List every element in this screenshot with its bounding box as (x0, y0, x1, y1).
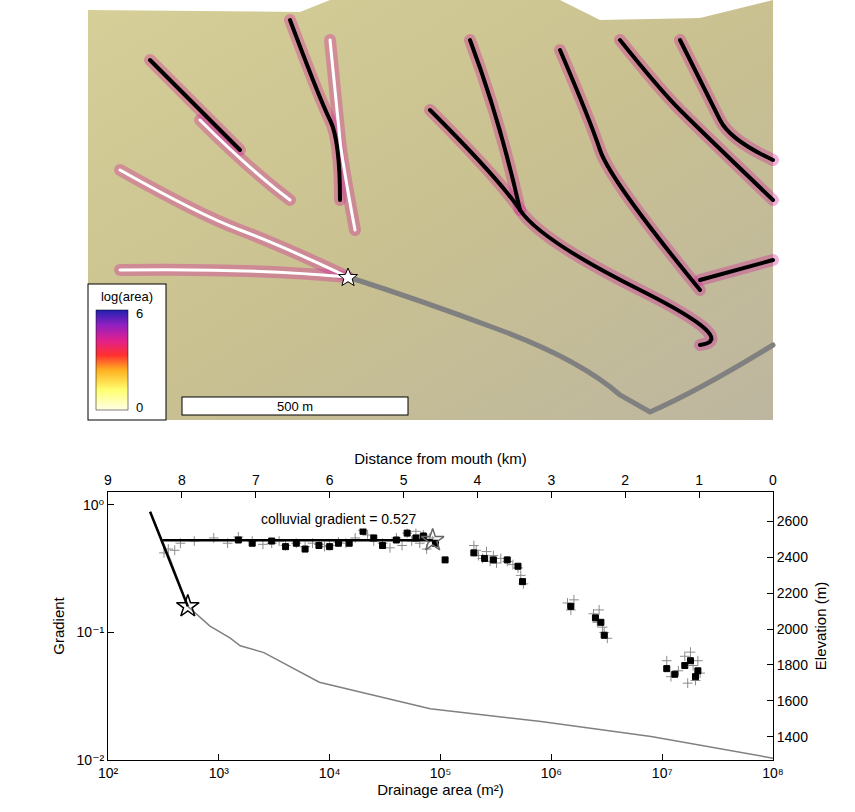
svg-text:10⁶: 10⁶ (541, 765, 562, 781)
svg-text:0: 0 (136, 400, 143, 415)
svg-text:1600: 1600 (777, 693, 808, 709)
svg-text:10⁷: 10⁷ (652, 765, 673, 781)
svg-text:0: 0 (769, 472, 777, 488)
svg-text:6: 6 (136, 306, 143, 321)
svg-text:500 m: 500 m (277, 399, 313, 414)
svg-text:Elevation (m): Elevation (m) (812, 582, 829, 670)
svg-text:5: 5 (400, 472, 408, 488)
svg-text:7: 7 (252, 472, 260, 488)
svg-text:1: 1 (695, 472, 703, 488)
svg-text:colluvial gradient = 0.527: colluvial gradient = 0.527 (261, 511, 416, 527)
svg-text:6: 6 (326, 472, 334, 488)
svg-text:10²: 10² (98, 765, 119, 781)
svg-text:Drainage area (m²): Drainage area (m²) (377, 781, 504, 798)
svg-text:10⁸: 10⁸ (762, 765, 784, 781)
svg-text:10³: 10³ (209, 765, 230, 781)
svg-text:2000: 2000 (777, 621, 808, 637)
svg-text:2: 2 (621, 472, 629, 488)
svg-text:10⁻²: 10⁻² (77, 752, 105, 768)
svg-text:9: 9 (104, 472, 112, 488)
svg-text:log(area): log(area) (101, 289, 153, 304)
svg-text:10⁻¹: 10⁻¹ (77, 624, 105, 640)
svg-text:2400: 2400 (777, 549, 808, 565)
svg-text:2200: 2200 (777, 585, 808, 601)
svg-text:10⁴: 10⁴ (319, 765, 341, 781)
svg-text:Distance from mouth (km): Distance from mouth (km) (354, 450, 527, 467)
svg-text:10⁰: 10⁰ (83, 497, 105, 513)
svg-text:2600: 2600 (777, 513, 808, 529)
svg-text:3: 3 (547, 472, 555, 488)
svg-text:10⁵: 10⁵ (430, 765, 451, 781)
svg-text:1400: 1400 (777, 729, 808, 745)
svg-text:1800: 1800 (777, 657, 808, 673)
svg-text:Gradient: Gradient (50, 596, 67, 654)
svg-text:8: 8 (178, 472, 186, 488)
svg-text:4: 4 (474, 472, 482, 488)
